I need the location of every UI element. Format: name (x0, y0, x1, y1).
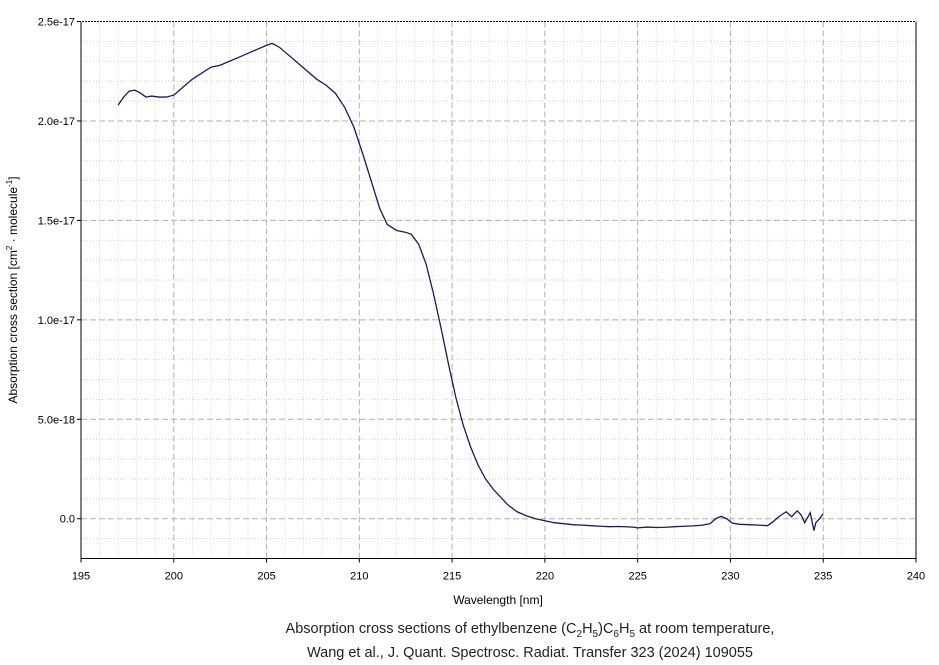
y-tick-label: 2.5e-17 (38, 17, 75, 29)
y-tick-label: 0.0 (60, 514, 75, 526)
y-tick-label: 5.0e-18 (38, 414, 75, 426)
series-line (117, 42, 824, 531)
caption-line-2: Wang et al., J. Quant. Spectrosc. Radiat… (307, 645, 753, 661)
x-axis-label: Wavelength [nm] (453, 593, 543, 607)
x-tick-label: 205 (257, 571, 275, 583)
y-axis-label: Absorption cross section [cm2 · molecule… (5, 176, 20, 403)
x-tick-label: 195 (72, 571, 90, 583)
x-tick-label: 230 (721, 571, 739, 583)
x-tick-label: 240 (907, 571, 925, 583)
x-tick-label: 235 (814, 571, 832, 583)
axis-ticks (77, 21, 917, 563)
x-tick-label: 200 (165, 571, 183, 583)
y-tick-label: 1.0e-17 (38, 315, 75, 327)
x-tick-label: 220 (536, 571, 554, 583)
x-tick-label: 225 (628, 571, 646, 583)
x-tick-label: 210 (350, 571, 368, 583)
y-tick-label: 1.5e-17 (38, 215, 75, 227)
y-tick-label: 2.0e-17 (38, 116, 75, 128)
plot-area-frame (80, 21, 917, 559)
x-tick-label: 215 (443, 571, 461, 583)
chart: Wavelength [nm] Absorption cross section… (5, 17, 925, 608)
caption-line-1: Absorption cross sections of ethylbenzen… (285, 621, 775, 640)
grid-lines (81, 21, 916, 559)
